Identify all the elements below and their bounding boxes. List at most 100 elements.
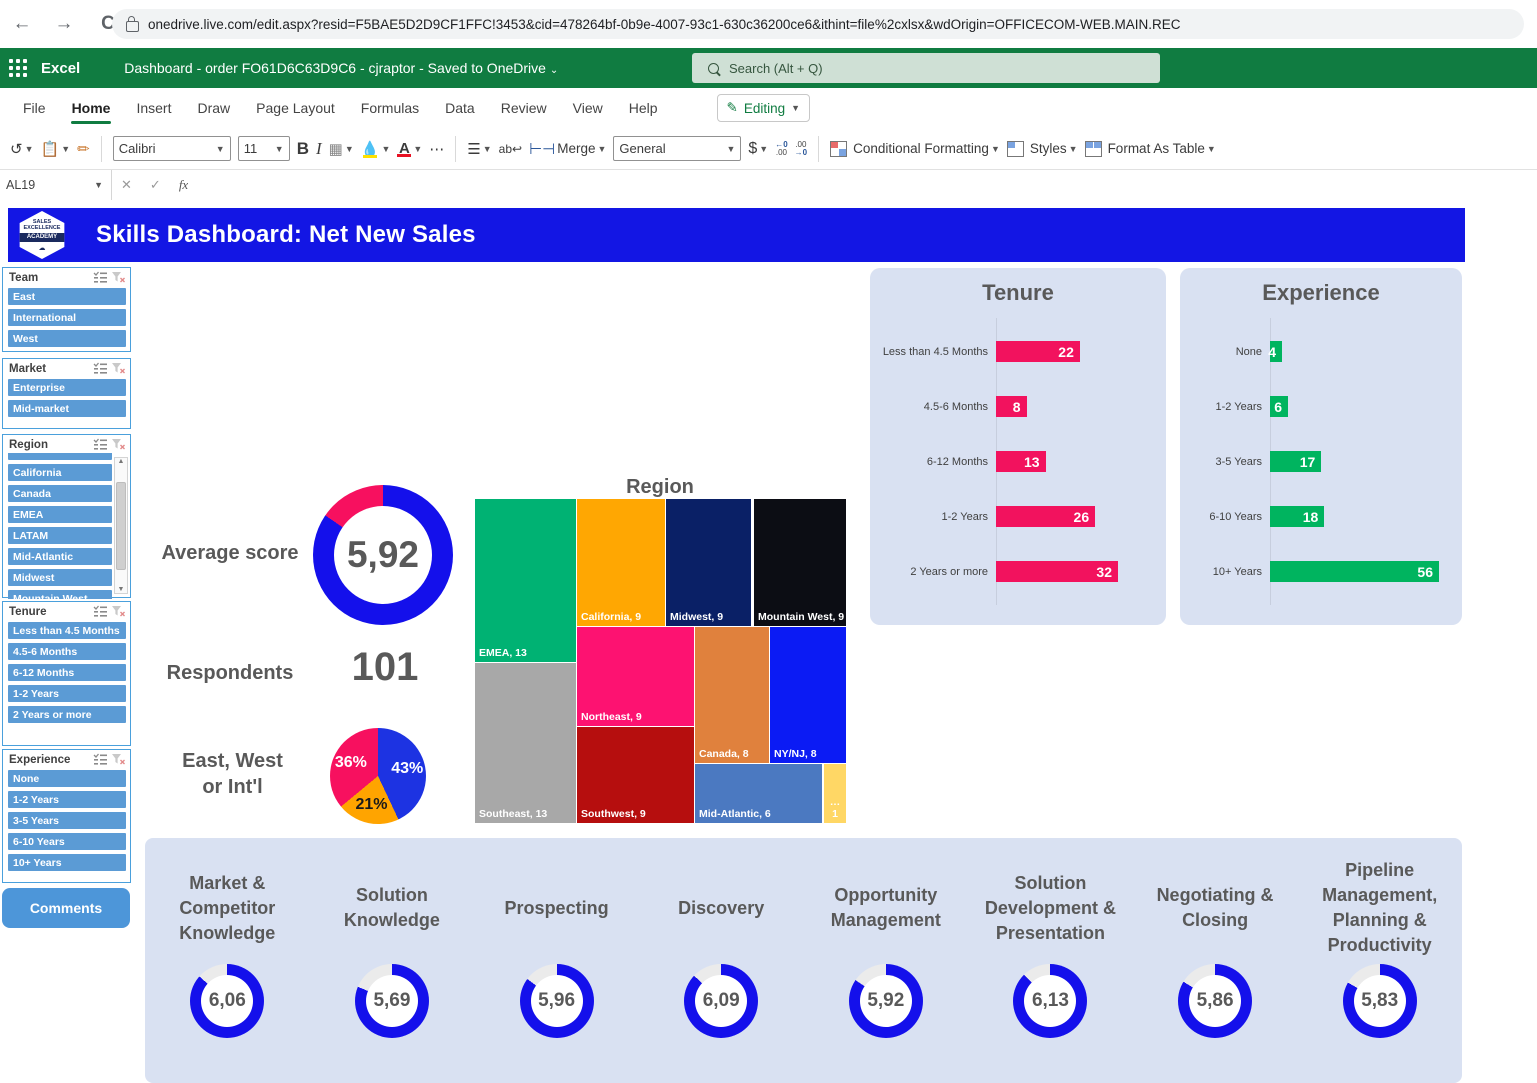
format-as-table-button[interactable]: Format As Table▼: [1085, 141, 1216, 157]
document-title[interactable]: Dashboard - order FO61D6C63D9C6 - cjrapt…: [124, 60, 558, 76]
editing-mode-button[interactable]: ✎ Editing ▼: [717, 94, 811, 122]
increase-decimal-button[interactable]: ←0.00: [775, 141, 787, 157]
slicer-item-less-than-4-5-months[interactable]: Less than 4.5 Months: [8, 622, 126, 639]
slicer-item-mountain-west[interactable]: Mountain West: [8, 590, 112, 599]
slicer-item-east[interactable]: East: [8, 288, 126, 305]
clear-filter-icon[interactable]: [111, 362, 126, 375]
slicer-item-mid-atlantic[interactable]: Mid-Atlantic: [8, 548, 112, 565]
decrease-decimal-button[interactable]: .00 →0: [795, 141, 807, 157]
search-placeholder: Search (Alt + Q): [729, 61, 823, 76]
treemap-tile--[interactable]: …1: [824, 764, 846, 823]
tab-view[interactable]: View: [560, 88, 616, 128]
forward-icon[interactable]: →: [52, 0, 76, 48]
paste-button[interactable]: 📋 ▼: [41, 140, 71, 158]
treemap-tile-emea[interactable]: EMEA, 13: [475, 499, 576, 662]
multi-select-icon[interactable]: [93, 753, 108, 766]
bar-value-label: 56: [1417, 564, 1433, 580]
back-icon[interactable]: ←: [10, 0, 34, 48]
tab-formulas[interactable]: Formulas: [348, 88, 432, 128]
tab-help[interactable]: Help: [616, 88, 671, 128]
italic-button[interactable]: I: [316, 139, 322, 159]
slicer-item-midwest[interactable]: Midwest: [8, 569, 112, 586]
multi-select-icon[interactable]: [93, 362, 108, 375]
slicer-item-emea[interactable]: EMEA: [8, 506, 112, 523]
more-formatting-button[interactable]: ⋯: [429, 140, 444, 158]
slicer-item-canada[interactable]: Canada: [8, 485, 112, 502]
tab-data[interactable]: Data: [432, 88, 488, 128]
conditional-formatting-button[interactable]: Conditional Formatting▼: [830, 141, 1000, 157]
slicer-item-west[interactable]: West: [8, 330, 126, 347]
tab-home[interactable]: Home: [59, 88, 124, 128]
clear-filter-icon[interactable]: [111, 271, 126, 284]
slicer-item-4-5-6-months[interactable]: 4.5-6 Months: [8, 643, 126, 660]
tab-page-layout[interactable]: Page Layout: [243, 88, 348, 128]
average-score-label: Average score: [150, 540, 310, 566]
slicer-item-latam[interactable]: LATAM: [8, 527, 112, 544]
borders-button[interactable]: ▦ ▼: [329, 140, 354, 158]
clear-filter-icon[interactable]: [111, 605, 126, 618]
slicer-item-10-years[interactable]: 10+ Years: [8, 854, 126, 871]
treemap-tile-california[interactable]: California, 9: [577, 499, 665, 626]
scrollbar-thumb[interactable]: [116, 482, 126, 570]
bold-button[interactable]: B: [297, 139, 309, 159]
app-launcher-icon[interactable]: [9, 59, 27, 77]
font-size-select[interactable]: 11▼: [238, 136, 290, 161]
worksheet-canvas[interactable]: SALESEXCELLENCE ACADEMY ☁ Skills Dashboa…: [0, 200, 1537, 928]
confirm-entry-icon[interactable]: ✓: [141, 177, 170, 193]
search-input[interactable]: Search (Alt + Q): [692, 53, 1160, 83]
address-bar[interactable]: onedrive.live.com/edit.aspx?resid=F5BAE5…: [112, 9, 1524, 39]
slicer-item-none[interactable]: None: [8, 770, 126, 787]
slicer-scrollbar[interactable]: ▲▼: [114, 457, 128, 594]
number-format-select[interactable]: General▼: [613, 136, 741, 161]
slicer-item-6-12-months[interactable]: 6-12 Months: [8, 664, 126, 681]
multi-select-icon[interactable]: [93, 271, 108, 284]
treemap-tile-mountain-west[interactable]: Mountain West, 9: [754, 499, 846, 626]
bar-none: 4: [1270, 341, 1282, 362]
tab-insert[interactable]: Insert: [123, 88, 184, 128]
undo-button[interactable]: ↺ ▼: [10, 140, 34, 158]
pie-label: East, Westor Int'l: [155, 748, 310, 800]
wrap-text-button[interactable]: ab↩: [499, 142, 522, 156]
tab-file[interactable]: File: [10, 88, 59, 128]
treemap-tile-northeast[interactable]: Northeast, 9: [577, 627, 694, 726]
treemap-tile-ny-nj[interactable]: NY/NJ, 8: [770, 627, 846, 763]
alignment-button[interactable]: ☰ ▼: [467, 140, 491, 158]
slicer-item-mid-market[interactable]: Mid-market: [8, 400, 126, 417]
slicer-title: Tenure: [9, 606, 47, 618]
tab-draw[interactable]: Draw: [184, 88, 243, 128]
merge-button[interactable]: ⊢⊣Merge▼: [529, 140, 606, 158]
treemap-tile-mid-atlantic[interactable]: Mid-Atlantic, 6: [695, 764, 822, 823]
cancel-entry-icon[interactable]: ✕: [112, 177, 141, 193]
comments-button[interactable]: Comments: [2, 888, 130, 928]
formula-input[interactable]: [197, 170, 1537, 200]
slicer-item-enterprise[interactable]: Enterprise: [8, 379, 126, 396]
name-box[interactable]: AL19▼: [0, 170, 112, 200]
format-painter-button[interactable]: ✏: [77, 140, 90, 158]
slicer-item-1-2-years[interactable]: 1-2 Years: [8, 791, 126, 808]
font-color-button[interactable]: A ▼: [397, 140, 422, 157]
clear-filter-icon[interactable]: [111, 753, 126, 766]
slicer-item-california[interactable]: California: [8, 464, 112, 481]
scroll-up-icon[interactable]: ▲: [118, 458, 125, 465]
treemap-tile-canada[interactable]: Canada, 8: [695, 627, 769, 763]
clear-filter-icon[interactable]: [111, 438, 126, 451]
multi-select-icon[interactable]: [93, 605, 108, 618]
slicer-item-3-5-years[interactable]: 3-5 Years: [8, 812, 126, 829]
slicer-item-1-2-years[interactable]: 1-2 Years: [8, 685, 126, 702]
slicer-item-2-years-or-more[interactable]: 2 Years or more: [8, 706, 126, 723]
scroll-down-icon[interactable]: ▼: [118, 586, 125, 593]
currency-format-button[interactable]: $ ▼: [748, 140, 768, 158]
fx-icon[interactable]: fx: [170, 177, 197, 193]
styles-button[interactable]: Styles▼: [1007, 141, 1078, 157]
treemap-tile-southeast[interactable]: Southeast, 13: [475, 663, 576, 823]
slicer-item-international[interactable]: International: [8, 309, 126, 326]
font-name-select[interactable]: Calibri▼: [113, 136, 231, 161]
fill-color-button[interactable]: 💧 ▼: [361, 140, 391, 158]
slicer-item-6-10-years[interactable]: 6-10 Years: [8, 833, 126, 850]
tab-review[interactable]: Review: [488, 88, 560, 128]
treemap-tile-midwest[interactable]: Midwest, 9: [666, 499, 751, 626]
multi-select-icon[interactable]: [93, 438, 108, 451]
treemap-tile-southwest[interactable]: Southwest, 9: [577, 727, 694, 823]
kpi-title: Market & Competitor Knowledge: [145, 852, 310, 964]
slicer-item-partial[interactable]: [8, 453, 112, 460]
